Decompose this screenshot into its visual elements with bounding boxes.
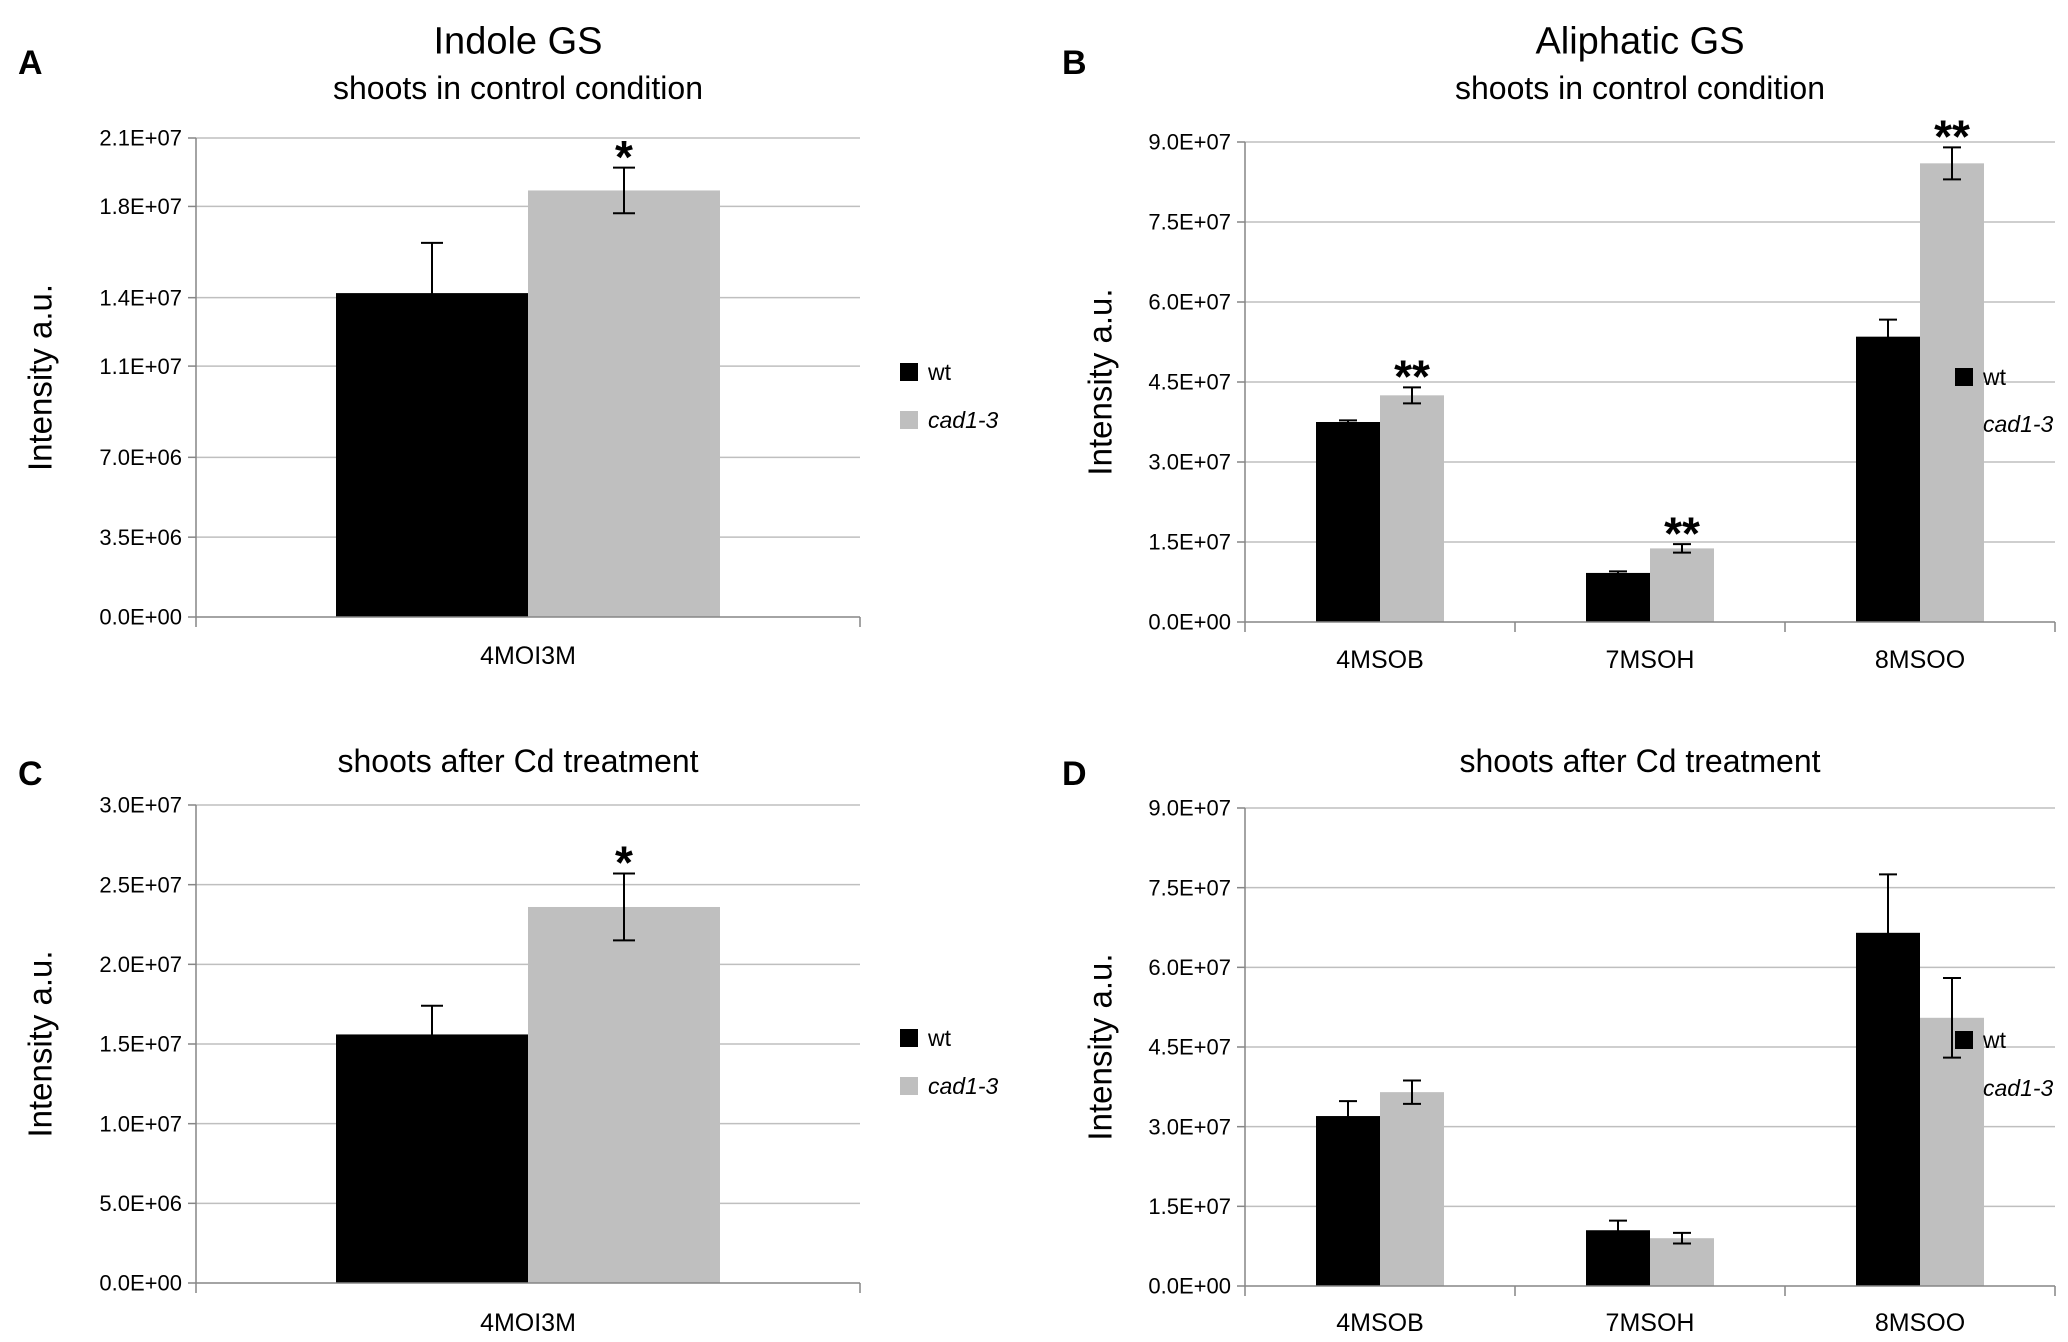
y-tick-label: 1.1E+07: [99, 354, 182, 379]
bar-wt-4moi3m: [336, 293, 528, 617]
y-tick-label: 2.5E+07: [99, 872, 182, 897]
chart-title: Indole GS: [434, 20, 603, 62]
y-tick-label: 7.5E+07: [1148, 210, 1231, 235]
y-tick-label: 4.5E+07: [1148, 1035, 1231, 1060]
x-category-label: 4MOI3M: [480, 1309, 576, 1337]
legend-swatch-cad1-3: [900, 411, 918, 429]
bar-cad1-3-4msob: [1380, 395, 1444, 622]
legend-swatch-wt: [900, 1029, 918, 1047]
bar-cad1-3-8msoo: [1920, 163, 1984, 623]
y-tick-label: 1.5E+07: [1148, 1194, 1231, 1219]
chart-subtitle: shoots after Cd treatment: [1459, 743, 1820, 779]
x-category-label: 8MSOO: [1875, 1309, 1965, 1337]
significance-marker: **: [1394, 351, 1430, 403]
x-category-label: 7MSOH: [1606, 1309, 1695, 1337]
legend: wt cad1-3: [900, 1025, 999, 1099]
y-tick-label: 0.0E+00: [99, 605, 182, 630]
y-axis-label: Intensity a.u.: [22, 950, 59, 1137]
x-category-label: 7MSOH: [1606, 646, 1695, 674]
legend-swatch-wt: [900, 363, 918, 381]
y-tick-label: 3.0E+07: [99, 793, 182, 818]
y-tick-label: 4.5E+07: [1148, 370, 1231, 395]
legend-label-cad1-3: cad1-3: [928, 407, 999, 433]
panel-letter: A: [18, 44, 43, 82]
x-category-label: 4MOI3M: [480, 642, 576, 670]
legend-swatch-cad1-3: [1955, 1079, 1973, 1097]
legend-label-wt: wt: [927, 1025, 952, 1051]
bar-wt-4moi3m: [336, 1034, 528, 1283]
y-axis-label: Intensity a.u.: [22, 284, 59, 471]
legend-label-cad1-3: cad1-3: [1983, 411, 2054, 437]
y-axis-label: Intensity a.u.: [1082, 953, 1119, 1140]
y-tick-label: 9.0E+07: [1148, 130, 1231, 155]
chart-subtitle: shoots in control condition: [1455, 70, 1825, 106]
legend-swatch-cad1-3: [900, 1077, 918, 1095]
bar-cad1-3-4msob: [1380, 1092, 1444, 1286]
y-tick-label: 6.0E+07: [1148, 955, 1231, 980]
y-axis-label: Intensity a.u.: [1082, 288, 1119, 475]
y-tick-label: 1.0E+07: [99, 1111, 182, 1136]
chart-panel-a: A Indole GS shoots in control condition 0.0…: [18, 20, 999, 670]
bar-cad1-3-8msoo: [1920, 1017, 1984, 1286]
y-tick-label: 0.0E+00: [99, 1271, 182, 1296]
y-tick-label: 0.0E+00: [1148, 610, 1231, 635]
legend: wt cad1-3: [1955, 1027, 2054, 1101]
legend-swatch-wt: [1955, 368, 1973, 386]
significance-marker: **: [1934, 111, 1970, 163]
legend-swatch-wt: [1955, 1031, 1973, 1049]
x-category-label: 4MSOB: [1336, 646, 1424, 674]
y-tick-label: 7.0E+06: [99, 445, 182, 470]
y-tick-label: 3.0E+07: [1148, 1114, 1231, 1139]
legend-swatch-cad1-3: [1955, 415, 1973, 433]
y-tick-label: 1.4E+07: [99, 285, 182, 310]
panel-letter: C: [18, 755, 43, 793]
y-tick-label: 0.0E+00: [1148, 1274, 1231, 1299]
legend-label-wt: wt: [927, 359, 952, 385]
legend-label-cad1-3: cad1-3: [928, 1073, 999, 1099]
y-tick-label: 6.0E+07: [1148, 290, 1231, 315]
chart-subtitle: shoots in control condition: [333, 70, 703, 106]
panel-letter: B: [1062, 44, 1087, 82]
legend: wt cad1-3: [1955, 364, 2054, 437]
x-category-label: 8MSOO: [1875, 646, 1965, 674]
panel-letter: D: [1062, 755, 1087, 793]
y-tick-label: 1.5E+07: [99, 1032, 182, 1057]
legend: wt cad1-3: [900, 359, 999, 433]
bar-wt-8msoo: [1856, 336, 1920, 622]
y-tick-label: 3.0E+07: [1148, 450, 1231, 475]
legend-label-wt: wt: [1982, 364, 2007, 390]
chart-panel-b: B Aliphatic GS shoots in control condition…: [1062, 20, 2056, 674]
significance-marker: *: [615, 131, 633, 183]
y-tick-label: 1.8E+07: [99, 194, 182, 219]
y-tick-label: 7.5E+07: [1148, 875, 1231, 900]
bar-wt-4msob: [1316, 1116, 1380, 1286]
y-tick-label: 1.5E+07: [1148, 530, 1231, 555]
y-tick-label: 5.0E+06: [99, 1191, 182, 1216]
x-category-label: 4MSOB: [1336, 1309, 1424, 1337]
chart-title: Aliphatic GS: [1535, 20, 1744, 62]
bar-wt-4msob: [1316, 422, 1380, 622]
bar-wt-7msoh: [1586, 572, 1650, 622]
y-tick-label: 3.5E+06: [99, 525, 182, 550]
bar-cad1-3-4moi3m: [528, 906, 720, 1283]
significance-marker: **: [1664, 507, 1700, 559]
chart-subtitle: shoots after Cd treatment: [337, 743, 698, 779]
y-tick-label: 2.0E+07: [99, 952, 182, 977]
bar-cad1-3-4moi3m: [528, 190, 720, 617]
y-tick-label: 9.0E+07: [1148, 796, 1231, 821]
legend-label-cad1-3: cad1-3: [1983, 1075, 2054, 1101]
legend-label-wt: wt: [1982, 1027, 2007, 1053]
y-tick-label: 2.1E+07: [99, 126, 182, 151]
bar-cad1-3-7msoh: [1650, 548, 1714, 622]
bar-cad1-3-7msoh: [1650, 1238, 1714, 1286]
significance-marker: *: [615, 837, 633, 889]
